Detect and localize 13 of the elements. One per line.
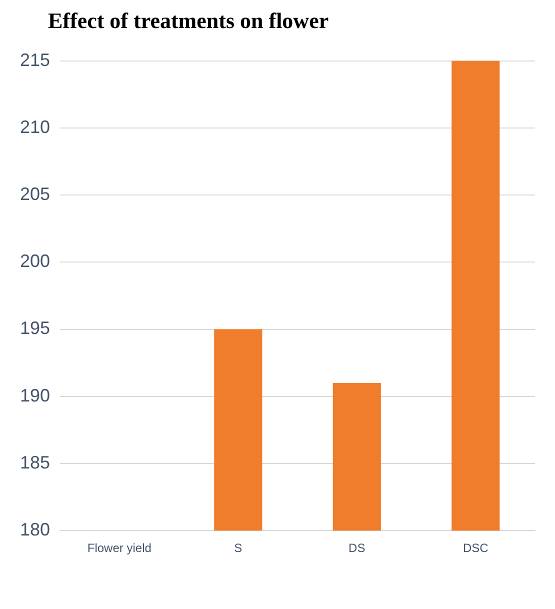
y-tick-label: 210 (20, 116, 50, 137)
x-tick-label: S (234, 541, 242, 556)
x-tick-label: DS (348, 541, 366, 556)
y-tick-label: 200 (20, 251, 50, 272)
chart-title: Effect of treatments on flower (48, 8, 329, 34)
y-tick-label: 190 (20, 385, 50, 406)
y-tick-label: 185 (20, 452, 50, 472)
x-tick-label: Flower yield (87, 541, 152, 556)
x-tick-label: DSC (462, 541, 489, 556)
y-tick-label: 215 (20, 50, 50, 70)
y-tick-label: 195 (20, 318, 50, 338)
y-tick-label: 180 (20, 520, 50, 540)
y-tick-label: 205 (20, 184, 50, 204)
